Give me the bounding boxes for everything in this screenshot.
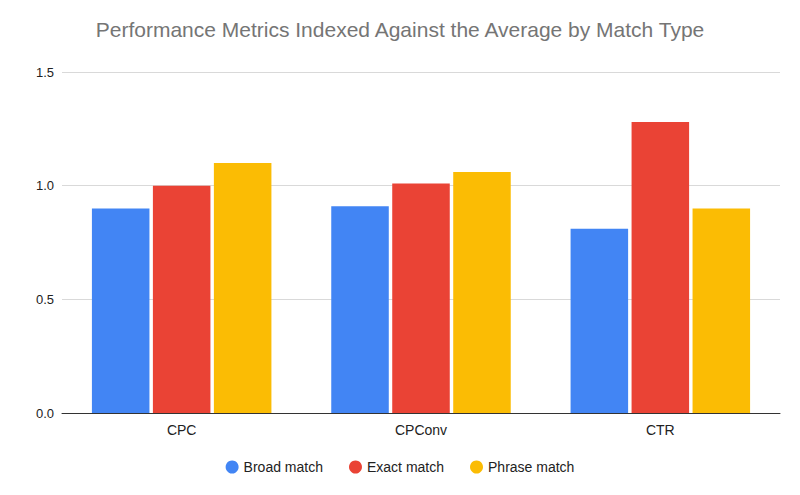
svg-text:CPC: CPC [167, 422, 197, 438]
svg-text:Broad match: Broad match [244, 459, 323, 475]
svg-text:0.5: 0.5 [36, 292, 54, 307]
svg-text:CTR: CTR [646, 422, 675, 438]
svg-text:Performance Metrics Indexed Ag: Performance Metrics Indexed Against the … [96, 18, 705, 41]
svg-text:CPConv: CPConv [395, 422, 447, 438]
svg-text:Phrase match: Phrase match [488, 459, 574, 475]
svg-text:Exact match: Exact match [367, 459, 444, 475]
svg-text:1.0: 1.0 [36, 178, 54, 193]
svg-text:0.0: 0.0 [36, 406, 54, 421]
svg-text:1.5: 1.5 [36, 65, 54, 80]
